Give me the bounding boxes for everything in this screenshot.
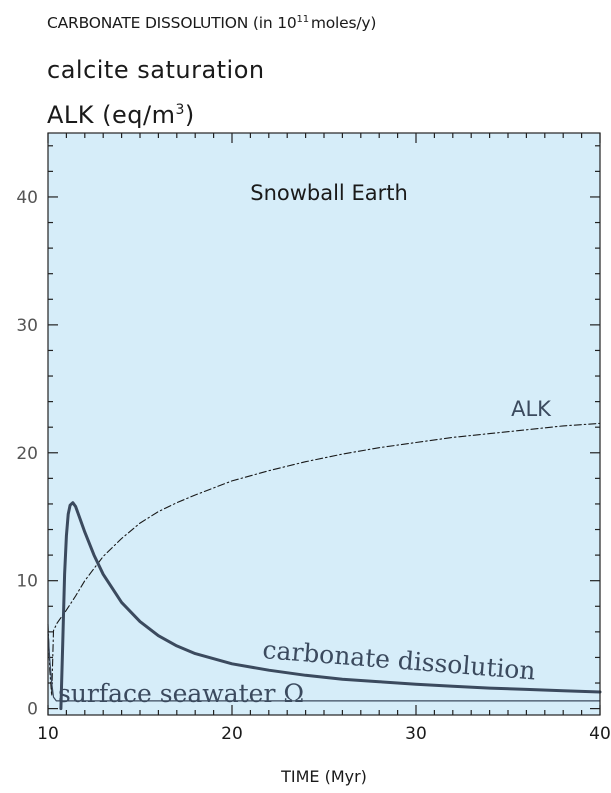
annotation-surface-seawater-omega: surface seawater Ω — [58, 679, 304, 708]
chart-header-dissolution-units: CARBONATE DISSOLUTION (in 1011 moles/y) — [47, 14, 376, 32]
chart-header-calcite-saturation: calcite saturation — [47, 56, 265, 84]
series-lines — [47, 422, 602, 711]
header-exponent: 11 — [296, 14, 310, 25]
header-exponent: 3 — [175, 102, 185, 118]
header-text: ) — [184, 101, 195, 129]
y-tick-label: 10 — [16, 572, 38, 592]
x-tick-label: 10 — [37, 724, 59, 744]
plot-area — [48, 133, 600, 715]
y-tick-label: 20 — [16, 444, 38, 464]
y-tick-label: 40 — [16, 188, 38, 208]
chart-title: Snowball Earth — [250, 181, 408, 205]
chart-labels: 10 20 30 40 0 10 20 30 40 Snowball Earth TIME (Myr… — [16, 181, 610, 786]
chart-header-alk-units: ALK (eq/m3) — [47, 101, 195, 129]
series-line-surface-seawater — [47, 631, 601, 702]
header-text: ALK (eq/m — [47, 101, 176, 129]
plot-frame — [47, 132, 601, 716]
x-tick-label: 40 — [589, 724, 611, 744]
y-tick-label: 0 — [27, 700, 38, 720]
header-text: moles/y) — [310, 14, 377, 32]
y-tick-label: 30 — [16, 316, 38, 336]
annotation-alk: ALK — [511, 397, 552, 421]
header-text: CARBONATE DISSOLUTION (in 10 — [47, 14, 297, 32]
x-tick-label: 30 — [405, 724, 427, 744]
x-axis-label: TIME (Myr) — [280, 767, 367, 786]
series-line-carbonate-dissolution — [59, 501, 602, 711]
x-tick-label: 20 — [221, 724, 243, 744]
series-line-alk — [47, 422, 601, 697]
